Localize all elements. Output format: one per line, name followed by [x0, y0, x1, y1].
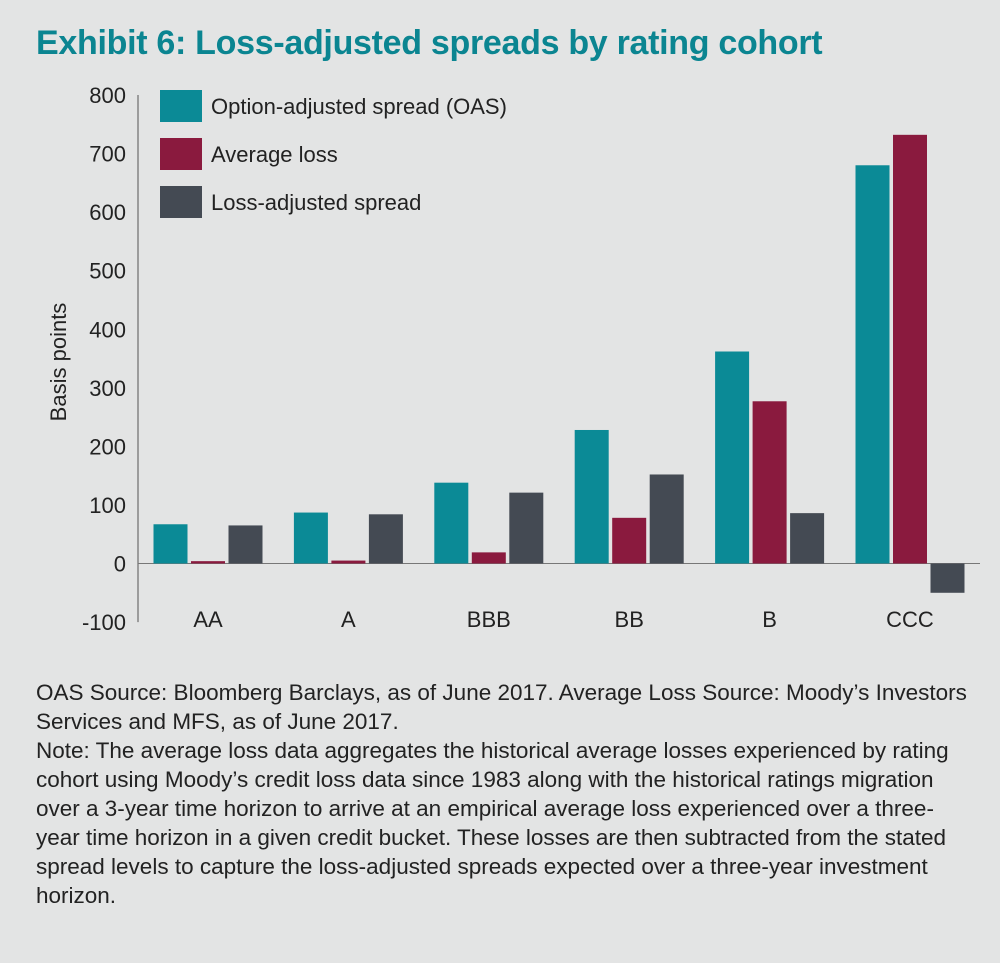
bar-aa-series-1	[153, 524, 188, 564]
bar-aa-series-3	[228, 525, 263, 564]
y-axis-label: Basis points	[46, 303, 71, 422]
methodology-note: Note: The average loss data aggregates t…	[36, 738, 949, 908]
x-tick-label: A	[341, 607, 356, 632]
y-tick-label: 800	[89, 83, 126, 108]
chart-notes: OAS Source: Bloomberg Barclays, as of Ju…	[36, 678, 971, 910]
bar-bbb-series-1	[434, 482, 469, 564]
bars-group	[153, 134, 965, 593]
chart-title: Exhibit 6: Loss-adjusted spreads by rati…	[36, 24, 823, 62]
bar-a-series-1	[293, 512, 328, 564]
legend: Option-adjusted spread (OAS) Average loss…	[160, 90, 507, 218]
bar-bb-series-2	[612, 517, 647, 564]
bar-aa-series-2	[191, 561, 225, 564]
bar-b-series-3	[790, 513, 825, 564]
y-tick-label: 0	[114, 552, 126, 577]
y-tick-label: 700	[89, 142, 126, 167]
y-tick-label: 400	[89, 317, 126, 342]
x-tick-label: CCC	[886, 607, 934, 632]
x-axis: AA A BBB BB B CCC	[193, 607, 934, 632]
legend-label: Average loss	[211, 142, 338, 167]
bar-b-series-2	[752, 401, 787, 564]
bar-ccc-series-2	[893, 134, 927, 564]
y-tick-label: 300	[89, 376, 126, 401]
bar-a-series-3	[368, 514, 403, 564]
x-tick-label: BB	[615, 607, 644, 632]
legend-swatch	[160, 90, 202, 122]
legend-label: Option-adjusted spread (OAS)	[211, 94, 507, 119]
bar-b-series-1	[715, 351, 750, 564]
bar-bbb-series-2	[471, 552, 506, 564]
bar-bbb-series-3	[509, 492, 544, 564]
legend-swatch	[160, 186, 202, 218]
y-tick-label: 600	[89, 200, 126, 225]
y-tick-label: -100	[82, 610, 126, 635]
y-tick-label: 200	[89, 434, 126, 459]
y-tick-label: 100	[89, 493, 126, 518]
source-note: OAS Source: Bloomberg Barclays, as of Ju…	[36, 680, 967, 734]
bar-ccc-series-1	[855, 165, 890, 564]
bar-chart: Basis points 800 700 600 500 400 300 200 100 0 -1…	[46, 83, 980, 635]
bar-ccc-series-3	[930, 563, 965, 593]
x-tick-label: BBB	[467, 607, 511, 632]
bar-bb-series-3	[649, 474, 684, 564]
y-axis: 800 700 600 500 400 300 200 100 0 -100	[82, 83, 980, 635]
legend-label: Loss-adjusted spread	[211, 190, 421, 215]
bar-bb-series-1	[574, 429, 609, 564]
y-tick-label: 500	[89, 259, 126, 284]
x-tick-label: AA	[193, 607, 223, 632]
x-tick-label: B	[762, 607, 777, 632]
bar-a-series-2	[331, 560, 366, 564]
legend-swatch	[160, 138, 202, 170]
